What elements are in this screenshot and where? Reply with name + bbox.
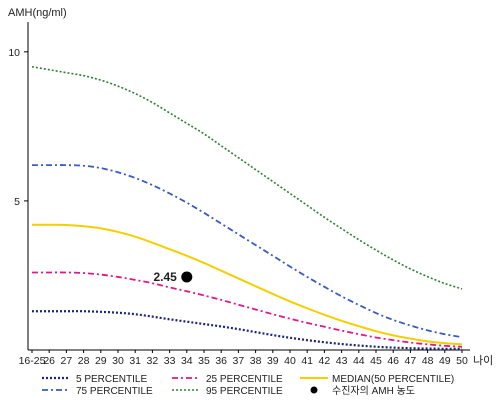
x-tick-label: 37 xyxy=(233,355,245,367)
x-tick-label: 30 xyxy=(112,355,124,367)
legend-label-median: MEDIAN(50 PERCENTILE) xyxy=(332,374,454,385)
legend: 5 PERCENTILE 25 PERCENTILE MEDIAN(50 PER… xyxy=(42,374,454,397)
x-tick-label: 40 xyxy=(284,355,296,367)
x-tick-label: 33 xyxy=(164,355,176,367)
legend-swatch-patient-amh xyxy=(310,386,318,394)
x-tick-label: 32 xyxy=(147,355,159,367)
y-axis-title: AMH(ng/ml) xyxy=(8,7,67,19)
x-tick-label: 39 xyxy=(267,355,279,367)
legend-item-95-percentile: 95 PERCENTILE xyxy=(172,386,283,397)
x-tick-label: 48 xyxy=(422,355,434,367)
series-line-1 xyxy=(31,271,463,348)
legend-item-25-percentile: 25 PERCENTILE xyxy=(172,374,283,385)
legend-label-75-percentile: 75 PERCENTILE xyxy=(76,386,153,397)
x-tick-label: 27 xyxy=(61,355,73,367)
patient-amh-value-label: 2.45 xyxy=(153,270,177,284)
y-ticks: 5 10 xyxy=(8,47,28,208)
x-tick-label: 45 xyxy=(370,355,382,367)
x-tick-label: 44 xyxy=(353,355,365,367)
series-line-3 xyxy=(31,164,463,339)
x-tick-label: 28 xyxy=(78,355,90,367)
x-tick-label: 49 xyxy=(439,355,451,367)
x-tick-label: 46 xyxy=(387,355,399,367)
y-tick-label: 5 xyxy=(14,196,20,208)
legend-label-25-percentile: 25 PERCENTILE xyxy=(206,374,283,385)
legend-label-95-percentile: 95 PERCENTILE xyxy=(206,386,283,397)
legend-label-patient-amh: 수진자의 AMH 농도 xyxy=(332,385,415,397)
x-tick-label: 41 xyxy=(301,355,313,367)
series-line-2 xyxy=(31,223,463,346)
x-tick-label: 50 xyxy=(456,355,468,367)
x-tick-label: 38 xyxy=(250,355,262,367)
series-lines xyxy=(31,65,463,350)
legend-item-5-percentile: 5 PERCENTILE xyxy=(42,374,147,385)
legend-item-75-percentile: 75 PERCENTILE xyxy=(42,386,153,397)
x-tick-label: 34 xyxy=(181,355,193,367)
patient-amh-point xyxy=(181,271,193,283)
x-tick-label: 35 xyxy=(198,355,210,367)
x-tick-label: 31 xyxy=(129,355,141,367)
x-tick-label: 16-25 xyxy=(19,355,46,367)
x-tick-label: 42 xyxy=(319,355,331,367)
x-tick-label: 47 xyxy=(405,355,417,367)
legend-item-median: MEDIAN(50 PERCENTILE) xyxy=(300,374,454,385)
legend-label-5-percentile: 5 PERCENTILE xyxy=(76,374,147,385)
x-tick-label: 43 xyxy=(336,355,348,367)
x-tick-label: 36 xyxy=(215,355,227,367)
y-tick-label: 10 xyxy=(8,47,20,59)
patient-marker: 2.45 xyxy=(153,270,193,284)
x-tick-label: 26 xyxy=(43,355,55,367)
x-axis-title: 나이 xyxy=(473,354,493,367)
series-line-4 xyxy=(31,65,463,290)
legend-item-patient-amh: 수진자의 AMH 농도 xyxy=(310,385,415,397)
x-tick-label: 29 xyxy=(95,355,107,367)
series-line-0 xyxy=(31,310,463,350)
